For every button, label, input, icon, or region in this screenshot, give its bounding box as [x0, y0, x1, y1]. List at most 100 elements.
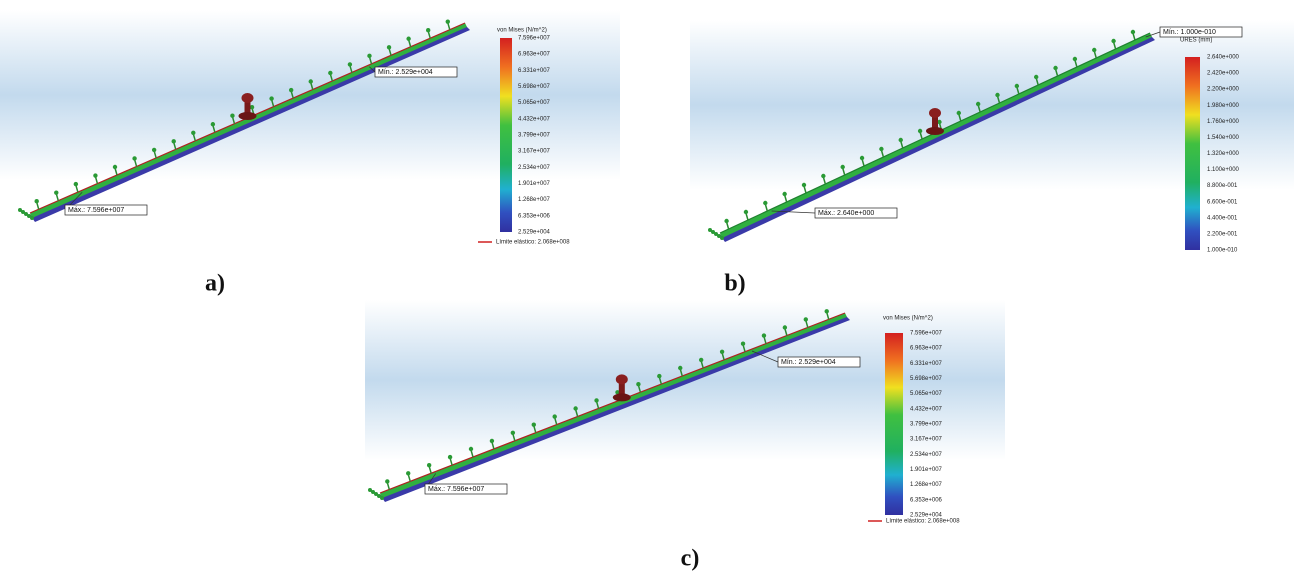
support-pin	[1130, 29, 1136, 35]
fixture	[27, 214, 31, 218]
support-pin	[594, 398, 599, 403]
support-pin	[288, 87, 294, 93]
annotation-box	[814, 207, 898, 219]
support-pin	[615, 390, 620, 395]
annotation-box	[1159, 26, 1243, 38]
support-pin	[489, 438, 495, 444]
leader-line	[1145, 31, 1161, 38]
legend-tick-label: 2.534e+007	[910, 452, 943, 458]
fixture	[374, 492, 378, 496]
support-pin	[975, 101, 981, 107]
support-pin	[956, 110, 961, 116]
support-pin	[426, 463, 432, 468]
load-post	[932, 115, 938, 131]
support-pin	[636, 382, 641, 387]
support-pin	[782, 325, 788, 330]
support-pin	[171, 139, 176, 144]
legend-tick-label: 5.698e+007	[910, 376, 943, 382]
support-pin	[821, 173, 826, 179]
load-head	[615, 374, 628, 385]
support-pin	[510, 430, 516, 435]
colorbar	[885, 333, 903, 515]
annotation: Máx.: 7.596e+007	[68, 207, 124, 214]
legend-tick-label: 6.963e+007	[518, 52, 551, 58]
legend-tick-label: 4.432e+007	[518, 116, 551, 122]
legend-tick-label: 6.331e+007	[910, 361, 943, 367]
legend-title: URES (mm)	[1180, 38, 1212, 44]
support-pin	[210, 122, 216, 127]
support-pin	[552, 414, 557, 419]
annotation: Máx.: 7.596e+007	[428, 486, 484, 493]
support-pin	[763, 200, 768, 206]
beam-top	[30, 23, 467, 218]
support-pin	[468, 446, 474, 452]
support-pin	[347, 62, 353, 67]
support-pin	[308, 79, 313, 84]
support-pin	[269, 96, 274, 101]
support-pin	[34, 199, 39, 204]
legend-tick-label: 2.640e+000	[1207, 55, 1240, 61]
load-base	[612, 393, 631, 402]
colorbar	[500, 38, 512, 232]
fixture	[711, 230, 715, 234]
legend-tick-label: 8.800e-001	[1207, 183, 1238, 189]
support-pin	[879, 146, 884, 152]
fixture	[720, 236, 724, 240]
legend-tick-label: 2.420e+000	[1207, 71, 1240, 77]
support-pin	[898, 137, 903, 143]
support-pin	[573, 406, 578, 411]
support-pin	[801, 182, 807, 188]
legend-tick-label: 6.600e-001	[1207, 199, 1238, 205]
fixture	[30, 216, 34, 220]
fixture	[380, 496, 384, 500]
support-pin	[191, 130, 196, 135]
beam-top	[380, 313, 847, 498]
legend-tick-label: 4.400e-001	[1207, 215, 1238, 221]
annotation-box	[424, 483, 508, 495]
support-pin	[73, 181, 79, 187]
legend-tick-label: 3.799e+007	[518, 133, 551, 139]
legend-tick-label: 5.698e+007	[518, 84, 551, 90]
load-head	[241, 93, 254, 103]
support-pin	[54, 190, 59, 195]
legend-tick-label: 6.353e+006	[518, 213, 551, 219]
fixture	[368, 488, 372, 492]
support-pin	[328, 70, 333, 76]
support-pin	[1014, 83, 1020, 89]
beam	[30, 25, 470, 222]
legend-tick-label: 3.167e+007	[910, 437, 943, 443]
support-pin	[698, 357, 704, 363]
legend-tick-label: 1.268e+007	[910, 482, 943, 488]
fixture	[21, 210, 25, 214]
legend-tick-label: 6.331e+007	[518, 68, 551, 74]
support-pin	[859, 155, 865, 161]
yield-note: Límite elástico: 2.068e+008	[496, 240, 570, 246]
support-pin	[93, 173, 98, 178]
leader-line	[771, 210, 816, 214]
support-pin	[782, 191, 787, 197]
fixture	[708, 228, 712, 232]
support-pin	[1111, 38, 1116, 44]
support-pin	[657, 373, 662, 379]
annotation-box	[374, 66, 458, 78]
legend-tick-label: 2.200e+000	[1207, 87, 1240, 93]
support-pin	[840, 164, 845, 170]
legend-tick-label: 1.760e+000	[1207, 119, 1240, 125]
support-pin	[803, 317, 808, 322]
support-pin	[230, 113, 235, 118]
panel-label: c)	[681, 546, 700, 572]
support-pin	[824, 309, 829, 314]
support-pin	[249, 104, 255, 110]
beam-edge	[379, 312, 846, 494]
legend-tick-label: 6.353e+006	[910, 497, 943, 503]
load-base	[926, 127, 944, 135]
support-pin	[937, 119, 942, 125]
legend-tick-label: 1.100e+000	[1207, 167, 1240, 173]
support-pin	[132, 156, 137, 161]
legend-tick-label: 2.200e-001	[1207, 231, 1238, 237]
panel: Mín.: 2.529e+004 Máx.: 7.596e+007 von Mise…	[365, 300, 1005, 572]
leader-line	[369, 66, 376, 73]
annotation: Mín.: 2.529e+004	[781, 359, 836, 366]
load-post	[618, 381, 625, 398]
support-pin	[1092, 47, 1097, 53]
